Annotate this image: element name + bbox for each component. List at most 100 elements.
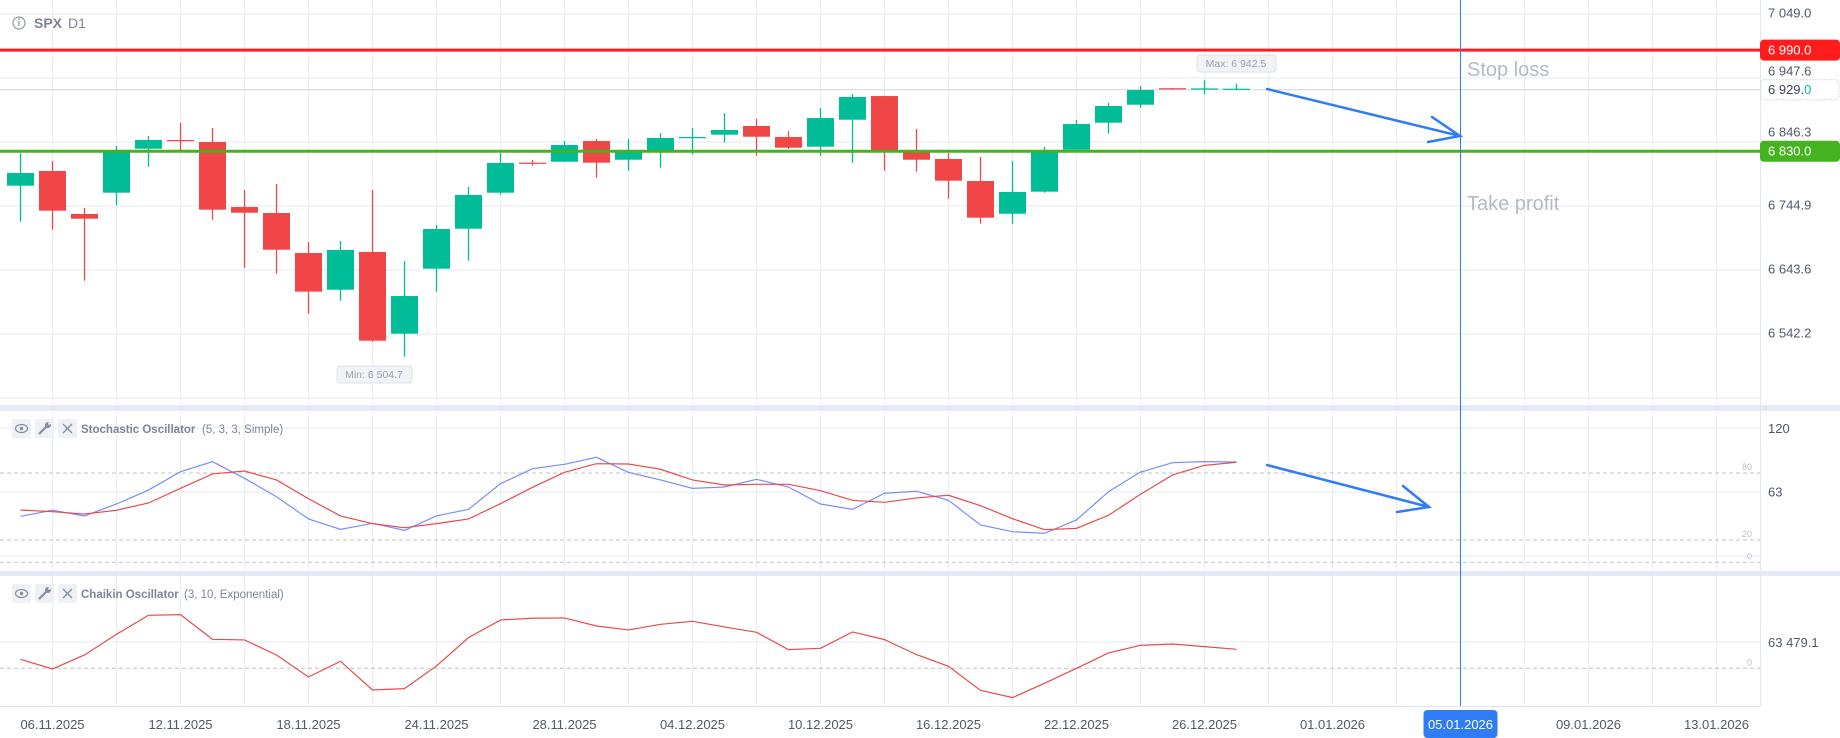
- time-tick-label: 13.01.2026: [1684, 717, 1749, 732]
- candle[interactable]: [231, 190, 258, 268]
- candle[interactable]: [487, 153, 514, 195]
- candle-body: [71, 213, 98, 219]
- candle-body: [423, 229, 450, 269]
- time-tick-label: 18.11.2025: [276, 717, 340, 732]
- candle[interactable]: [359, 190, 386, 342]
- candle-body: [1223, 88, 1250, 90]
- close-icon[interactable]: [58, 419, 77, 438]
- candle[interactable]: [583, 138, 610, 178]
- candle-body: [935, 159, 962, 181]
- price-tick-label: 7 049.0: [1768, 5, 1811, 20]
- candle[interactable]: [743, 119, 770, 156]
- chaikin-axis[interactable]: 63 479.1: [1768, 635, 1819, 650]
- candle[interactable]: [167, 123, 194, 151]
- candle-body: [263, 213, 290, 250]
- candle[interactable]: [295, 242, 322, 314]
- panel-separator[interactable]: [0, 571, 1840, 576]
- candle[interactable]: [199, 127, 226, 220]
- candle[interactable]: [1031, 147, 1058, 193]
- candle[interactable]: [7, 153, 34, 222]
- timeframe[interactable]: D1: [68, 15, 86, 31]
- candle[interactable]: [711, 113, 738, 143]
- candle[interactable]: [935, 153, 962, 199]
- candle-body: [231, 207, 258, 213]
- close-icon[interactable]: [58, 584, 77, 603]
- candle[interactable]: [967, 156, 994, 224]
- candle-body: [455, 195, 482, 229]
- time-tick-label: 26.12.2025: [1172, 717, 1237, 732]
- candle[interactable]: [807, 107, 834, 156]
- time-tick-label: 24.11.2025: [404, 717, 468, 732]
- price-tick-label: 6 846.3: [1768, 125, 1811, 140]
- take-profit-label: Take profit: [1467, 193, 1560, 215]
- candle-body: [1063, 124, 1090, 150]
- price-tick-label: 6 643.6: [1768, 261, 1811, 276]
- svg-text:Max: 6 942.5: Max: 6 942.5: [1206, 58, 1267, 70]
- svg-text:6 929.0: 6 929.0: [1768, 82, 1811, 97]
- chaikin-plot: 0: [0, 614, 1760, 699]
- time-tick-label: 09.01.2026: [1556, 717, 1621, 732]
- candle[interactable]: [1159, 87, 1186, 90]
- candle[interactable]: [327, 241, 354, 301]
- candle-body: [743, 125, 770, 137]
- eye-icon[interactable]: [12, 419, 31, 438]
- candle-body: [199, 142, 226, 210]
- panel-separator[interactable]: [0, 405, 1840, 411]
- candle-body: [807, 118, 834, 147]
- stochastic-axis[interactable]: 120 63: [1768, 421, 1790, 500]
- price-axis[interactable]: 7 049.0 6 947.6 6 846.3 6 744.9 6 643.6 6 542…: [1768, 5, 1811, 340]
- candle-body: [1191, 88, 1218, 90]
- indicator-name: Stochastic Oscillator: [81, 424, 196, 436]
- candle-body: [167, 139, 194, 142]
- stochastic-level-label: 80: [1742, 462, 1752, 472]
- candle[interactable]: [263, 184, 290, 274]
- candle-body: [871, 96, 898, 151]
- candle[interactable]: [39, 160, 66, 230]
- price-tick-label: 6 542.2: [1768, 326, 1811, 341]
- svg-text:6 830.0: 6 830.0: [1768, 144, 1811, 159]
- candle[interactable]: [423, 225, 450, 292]
- forecast-arrow-price[interactable]: [1265, 87, 1464, 144]
- time-axis[interactable]: 06.11.2025 12.11.2025 18.11.2025 24.11.2025…: [20, 710, 1749, 738]
- candle-body: [839, 96, 866, 120]
- candle[interactable]: [775, 131, 802, 150]
- highlighted-date-label: 05.01.2026: [1428, 717, 1493, 732]
- stop-loss-label: Stop loss: [1467, 59, 1549, 81]
- stochastic-plot: 80 20 0: [0, 456, 1760, 563]
- take-profit-price-label: 6 830.0: [1760, 140, 1840, 162]
- info-icon[interactable]: [12, 16, 26, 30]
- candle[interactable]: [1095, 102, 1122, 134]
- candle[interactable]: [871, 95, 898, 171]
- candle[interactable]: [455, 186, 482, 261]
- stochastic-level-label: 20: [1742, 529, 1752, 539]
- candle[interactable]: [1191, 80, 1218, 95]
- eye-icon[interactable]: [12, 584, 31, 603]
- forecast-arrow-stochastic[interactable]: [1265, 463, 1432, 514]
- time-tick-label: 28.11.2025: [532, 717, 596, 732]
- price-tick-label: 6 744.9: [1768, 198, 1811, 213]
- candle-body: [1127, 90, 1154, 105]
- candle-body: [1159, 88, 1186, 90]
- wrench-icon[interactable]: [35, 584, 54, 603]
- candle-body: [999, 191, 1026, 214]
- candle[interactable]: [391, 260, 418, 357]
- candle-body: [711, 130, 738, 135]
- stochastic-tick-label: 63: [1768, 484, 1782, 499]
- svg-text:6 990.0: 6 990.0: [1768, 43, 1811, 58]
- time-tick-label: 12.11.2025: [148, 717, 212, 732]
- chaikin-level-label: 0: [1747, 657, 1752, 667]
- candle[interactable]: [999, 160, 1026, 224]
- candle[interactable]: [1223, 83, 1250, 91]
- candle[interactable]: [103, 145, 130, 205]
- candle-body: [519, 162, 546, 164]
- stochastic-level-label: 0: [1747, 551, 1752, 561]
- indicator-params: (3, 10, Exponential): [184, 589, 284, 601]
- wrench-icon[interactable]: [35, 419, 54, 438]
- candle[interactable]: [519, 160, 546, 166]
- candle[interactable]: [1063, 119, 1090, 150]
- candle[interactable]: [1127, 85, 1154, 108]
- symbol-name: SPX: [34, 15, 63, 31]
- candle[interactable]: [615, 138, 642, 171]
- candle[interactable]: [71, 207, 98, 281]
